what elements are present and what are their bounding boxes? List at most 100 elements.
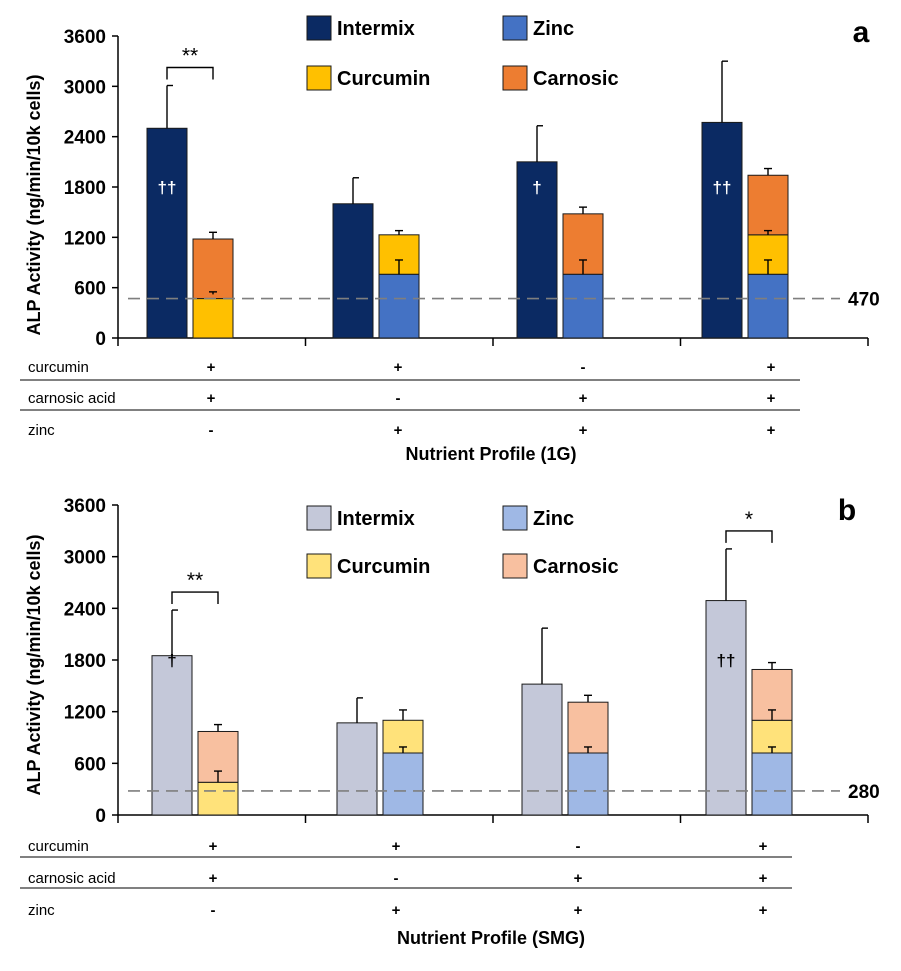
legend-label-zinc: Zinc: [533, 18, 574, 40]
legend-label-carnosic: Carnosic: [533, 556, 619, 578]
nutrient-sign: +: [207, 359, 216, 376]
bar-segment-carnosic: [192, 238, 234, 300]
y-tick-label: 600: [74, 279, 106, 300]
significance-stars: *: [745, 508, 753, 531]
bar-segment-zinc: [747, 273, 789, 339]
significance-dagger: ††: [713, 178, 732, 197]
nutrient-sign: +: [209, 870, 218, 887]
bar-segment-curcumin: [747, 234, 789, 275]
nutrient-sign: -: [211, 902, 216, 919]
legend-label-intermix: Intermix: [337, 508, 415, 530]
row-label-carnosic-acid: carnosic acid: [28, 390, 116, 407]
legend-swatch-carnosic: [502, 553, 528, 579]
significance-stars: **: [187, 569, 203, 592]
y-axis-label: ALP Activity (ng/min/10k cells): [24, 534, 44, 795]
significance-bracket: [725, 530, 773, 543]
x-axis-label: Nutrient Profile (SMG): [397, 928, 585, 948]
y-tick-label: 3600: [64, 496, 106, 517]
significance-dagger: †: [532, 178, 541, 197]
nutrient-sign: +: [579, 422, 588, 439]
y-tick-label: 600: [74, 754, 106, 775]
y-tick-label: 1800: [64, 651, 106, 672]
legend-swatch-carnosic: [502, 65, 528, 91]
nutrient-sign: +: [579, 390, 588, 407]
nutrient-sign: +: [574, 870, 583, 887]
y-tick-label: 1200: [64, 228, 106, 249]
nutrient-sign: -: [394, 870, 399, 887]
reference-line-label: 280: [848, 782, 880, 803]
nutrient-sign: +: [392, 838, 401, 855]
bar-intermix: [146, 127, 188, 339]
nutrient-sign: -: [581, 359, 586, 376]
nutrient-sign: -: [576, 838, 581, 855]
nutrient-sign: +: [392, 902, 401, 919]
legend-swatch-zinc: [502, 505, 528, 531]
bar-intermix: [332, 203, 374, 339]
bar-segment-carnosic: [567, 701, 609, 754]
bar-segment-zinc: [751, 752, 793, 816]
bar-intermix: [701, 121, 743, 339]
nutrient-sign: +: [767, 390, 776, 407]
legend-swatch-intermix: [306, 505, 332, 531]
legend-label-curcumin: Curcumin: [337, 68, 430, 90]
row-label-curcumin: curcumin: [28, 359, 89, 376]
chart-panel-b: 0 600 1200 1800 2400 3000 3600 † ** + + - + - + - + + †† * +…: [20, 494, 880, 948]
bar-segment-zinc: [567, 752, 609, 816]
chart-panel-a: 0 600 1200 1800 2400 3000 3600 †† ** + + - + - + † - + + ††…: [20, 15, 880, 464]
significance-bracket: [171, 591, 219, 605]
bar-intermix: [705, 600, 747, 816]
nutrient-sign: +: [759, 838, 768, 855]
significance-dagger: †: [167, 651, 176, 670]
row-label-zinc: zinc: [28, 902, 55, 919]
nutrient-sign: +: [574, 902, 583, 919]
bar-segment-zinc: [378, 273, 420, 339]
bar-segment-curcumin: [197, 781, 239, 816]
legend-label-curcumin: Curcumin: [337, 556, 430, 578]
nutrient-sign: +: [759, 902, 768, 919]
bar-intermix: [336, 722, 378, 816]
bar-intermix: [521, 683, 563, 816]
bar-segment-zinc: [562, 273, 604, 339]
nutrient-sign: -: [396, 390, 401, 407]
panel-label: b: [838, 494, 856, 527]
panel-label: a: [853, 16, 870, 49]
legend-swatch-curcumin: [306, 65, 332, 91]
bar-intermix: [151, 655, 193, 816]
y-tick-label: 1200: [64, 703, 106, 724]
bar-segment-curcumin: [192, 298, 234, 339]
bar-intermix: [516, 161, 558, 339]
legend-swatch-curcumin: [306, 553, 332, 579]
nutrient-sign: +: [207, 390, 216, 407]
significance-bracket: [166, 66, 214, 80]
legend-label-zinc: Zinc: [533, 508, 574, 530]
y-tick-label: 2400: [64, 128, 106, 149]
bar-segment-carnosic: [747, 174, 789, 236]
significance-dagger: ††: [717, 651, 736, 670]
legend-label-intermix: Intermix: [337, 18, 415, 40]
row-label-carnosic-acid: carnosic acid: [28, 870, 116, 887]
y-axis-label: ALP Activity (ng/min/10k cells): [24, 74, 44, 335]
nutrient-sign: +: [767, 422, 776, 439]
row-label-curcumin: curcumin: [28, 838, 89, 855]
legend-swatch-intermix: [306, 15, 332, 41]
legend-swatch-zinc: [502, 15, 528, 41]
y-tick-label: 2400: [64, 599, 106, 620]
reference-line-label: 470: [848, 290, 880, 311]
nutrient-sign: +: [209, 838, 218, 855]
row-label-zinc: zinc: [28, 422, 55, 439]
y-tick-label: 0: [95, 329, 106, 350]
bar-segment-zinc: [382, 752, 424, 816]
y-tick-label: 0: [95, 806, 106, 827]
significance-dagger: ††: [158, 178, 177, 197]
legend-label-carnosic: Carnosic: [533, 68, 619, 90]
y-tick-label: 3600: [64, 27, 106, 48]
significance-stars: **: [182, 44, 198, 67]
nutrient-sign: +: [394, 422, 403, 439]
x-axis-label: Nutrient Profile (1G): [405, 444, 576, 464]
nutrient-sign: +: [759, 870, 768, 887]
y-tick-label: 3000: [64, 77, 106, 98]
nutrient-sign: -: [209, 422, 214, 439]
y-tick-label: 1800: [64, 178, 106, 199]
